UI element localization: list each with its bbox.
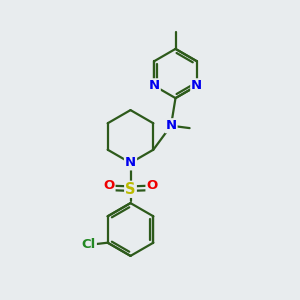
Text: O: O — [103, 179, 115, 192]
Text: O: O — [146, 179, 158, 192]
Text: Cl: Cl — [82, 238, 96, 251]
Text: N: N — [148, 79, 160, 92]
Text: N: N — [191, 79, 202, 92]
Text: S: S — [125, 182, 136, 197]
Text: N: N — [125, 156, 136, 170]
Text: N: N — [165, 119, 177, 132]
